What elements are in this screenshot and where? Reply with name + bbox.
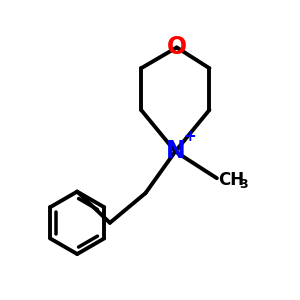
Text: N: N xyxy=(165,140,185,164)
Text: O: O xyxy=(167,35,187,59)
Text: CH: CH xyxy=(218,171,244,189)
Text: 3: 3 xyxy=(239,178,248,191)
Text: +: + xyxy=(184,129,196,144)
